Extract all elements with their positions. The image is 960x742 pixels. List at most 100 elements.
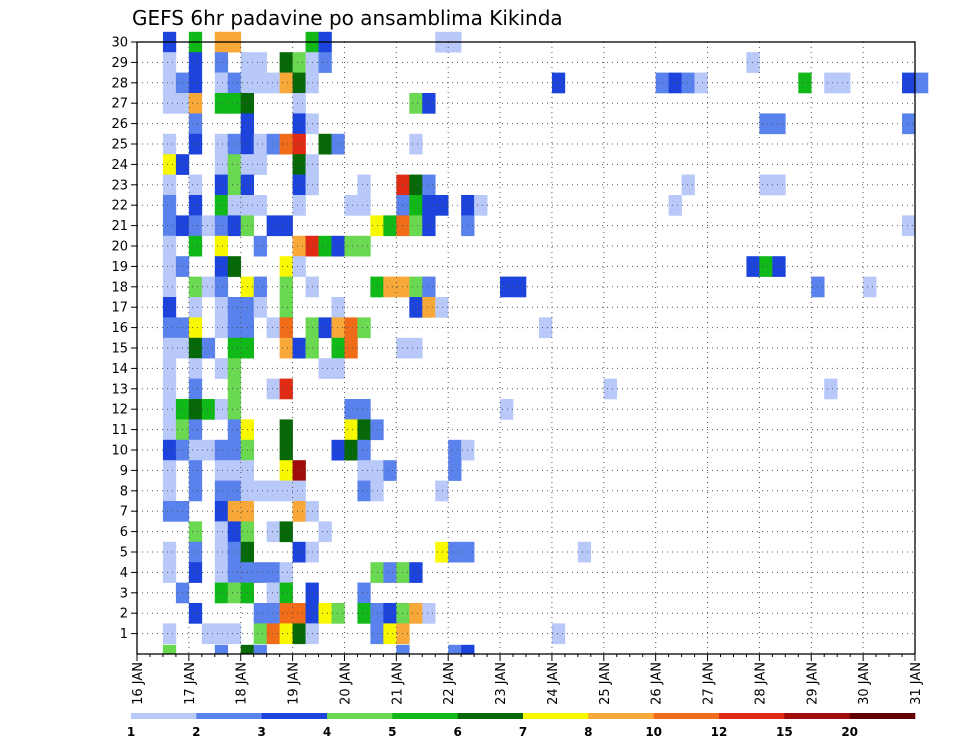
colorbar-label: 7 (519, 725, 527, 739)
heatmap-cell (227, 154, 242, 175)
heatmap-cell (668, 72, 682, 94)
heatmap-cell (409, 133, 423, 155)
heatmap-cell (681, 72, 695, 94)
heatmap-cell (201, 439, 216, 461)
heatmap-cell (331, 297, 345, 318)
heatmap-cell (279, 256, 293, 277)
heatmap-cell (331, 337, 345, 359)
heatmap-cell (344, 399, 358, 420)
heatmap-cell (188, 317, 203, 339)
heatmap-cell (162, 52, 177, 73)
heatmap-cell (344, 235, 358, 257)
heatmap-cell (279, 133, 293, 155)
heatmap-cell (214, 501, 229, 522)
colorbar-label: 4 (323, 725, 331, 739)
colorbar-swatch (719, 713, 785, 719)
y-tick-label: 18 (111, 280, 128, 295)
heatmap-cell (188, 276, 203, 298)
x-tick-label: 18 JAN (235, 662, 250, 705)
heatmap-cell (227, 174, 242, 196)
heatmap-cell (214, 133, 229, 155)
heatmap-cell (162, 337, 177, 359)
heatmap-cell (214, 439, 229, 461)
heatmap-cells (162, 31, 929, 655)
heatmap-cell (227, 378, 242, 400)
heatmap-cell (474, 195, 488, 216)
colorbar-swatch (588, 713, 654, 719)
heatmap-cell (448, 541, 462, 563)
colorbar-swatch (327, 713, 393, 719)
x-tick-label: 21 JAN (390, 662, 405, 705)
heatmap-cell (357, 235, 371, 257)
colorbar-label: 1 (127, 725, 135, 739)
heatmap-cell (201, 276, 216, 298)
heatmap-cell (292, 154, 306, 175)
heatmap-cell (214, 480, 229, 502)
heatmap-cell (344, 439, 358, 461)
heatmap-cell (422, 297, 436, 318)
heatmap-cell (448, 439, 462, 461)
heatmap-cell (266, 317, 280, 339)
heatmap-cell (162, 297, 177, 318)
heatmap-cell (214, 358, 229, 379)
y-axis-ticks: 1234567891011121314151617181920212223242… (111, 36, 137, 642)
heatmap-cell (292, 235, 306, 257)
colorbar-label: 5 (388, 725, 396, 739)
heatmap-cell (188, 419, 203, 441)
heatmap-cell (188, 460, 203, 481)
heatmap-cell (383, 460, 397, 481)
heatmap-cell (331, 133, 345, 155)
heatmap-cell (279, 562, 293, 583)
y-tick-label: 7 (120, 505, 128, 520)
heatmap-cell (292, 480, 306, 502)
heatmap-cell (253, 154, 267, 175)
heatmap-cell (292, 72, 306, 94)
heatmap-cell (253, 623, 267, 645)
heatmap-cell (162, 419, 177, 441)
heatmap-cell (188, 133, 203, 155)
heatmap-cell (188, 113, 203, 135)
y-tick-label: 17 (111, 301, 128, 316)
heatmap-cell (188, 541, 203, 563)
heatmap-cell (409, 562, 423, 583)
heatmap-cell (409, 195, 423, 216)
colorbar: 1 2 3 4 5 6 7 8 10 12 15 20 (127, 713, 916, 739)
y-tick-label: 28 (111, 76, 128, 91)
heatmap-cell (409, 215, 423, 237)
colorbar-swatch (457, 713, 524, 719)
heatmap-cell (162, 378, 177, 400)
heatmap-cell (409, 276, 423, 298)
x-tick-label: 26 JAN (650, 662, 665, 705)
heatmap-cell (214, 235, 229, 257)
heatmap-cell (551, 623, 566, 645)
heatmap-cell (253, 480, 267, 502)
heatmap-cell (357, 174, 371, 196)
heatmap-cell (227, 358, 242, 379)
heatmap-cell (331, 317, 345, 339)
heatmap-cell (253, 72, 267, 94)
heatmap-cell (266, 378, 280, 400)
x-tick-label: 27 JAN (702, 662, 717, 705)
heatmap-cell (279, 480, 293, 502)
heatmap-cell (214, 93, 229, 114)
heatmap-cell (422, 174, 436, 196)
heatmap-cell (227, 501, 242, 522)
heatmap-cell (214, 317, 229, 339)
heatmap-cell (500, 276, 514, 298)
heatmap-cell (227, 521, 242, 543)
colorbar-swatch (784, 713, 850, 719)
heatmap-cell (383, 623, 397, 645)
y-tick-label: 30 (111, 36, 128, 51)
heatmap-cell (772, 174, 786, 196)
heatmap-cell (214, 52, 229, 73)
heatmap-cell (902, 215, 916, 237)
heatmap-cell (214, 195, 229, 216)
heatmap-cell (279, 52, 293, 73)
colorbar-swatch (653, 713, 720, 719)
heatmap-cell (162, 644, 177, 655)
heatmap-cell (214, 460, 229, 481)
heatmap-cell (824, 378, 838, 400)
heatmap-cell (863, 276, 877, 298)
heatmap-cell (357, 317, 371, 339)
